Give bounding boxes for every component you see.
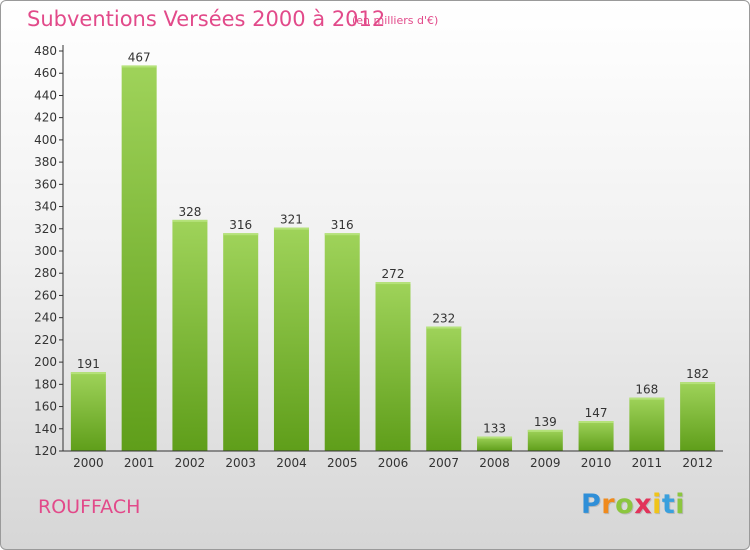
value-label: 133: [483, 422, 506, 436]
x-tick-label: 2009: [530, 456, 561, 470]
value-label: 139: [534, 415, 557, 429]
bar: [629, 397, 665, 451]
bar-highlight: [527, 429, 563, 432]
x-tick-label: 2010: [581, 456, 612, 470]
y-tick-label: 300: [34, 244, 57, 258]
y-tick-label: 360: [34, 177, 57, 191]
axes-group: 2000 2001 2002 2003 2004 2005 2006 2007 2008 2009…: [34, 44, 723, 470]
y-tick-label: 480: [34, 44, 57, 58]
bar: [121, 65, 157, 451]
y-tick-label: 140: [34, 422, 57, 436]
bar-highlight: [477, 436, 513, 439]
y-tick-label: 380: [34, 155, 57, 169]
chart-title: Subventions Versées 2000 à 2012: [27, 7, 386, 31]
value-label: 467: [128, 50, 151, 64]
value-label: 168: [635, 383, 658, 397]
value-label: 321: [280, 213, 303, 227]
value-label: 316: [331, 218, 354, 232]
x-tick-label: 2003: [225, 456, 256, 470]
x-tick-label: 2011: [632, 456, 663, 470]
value-label: 328: [178, 205, 201, 219]
value-label: 316: [229, 218, 252, 232]
value-label: 191: [77, 357, 100, 371]
bar-highlight: [629, 397, 665, 400]
y-tick-label: 180: [34, 377, 57, 391]
y-tick-label: 420: [34, 111, 57, 125]
logo-letter: o: [615, 489, 635, 520]
logo-letter: r: [601, 489, 616, 520]
x-tick-label: 2012: [682, 456, 713, 470]
x-tick-label: 2000: [73, 456, 104, 470]
bar-highlight: [680, 382, 716, 385]
bar-highlight: [375, 282, 411, 285]
logo-letter: i: [652, 489, 662, 520]
logo-letter: x: [634, 489, 653, 520]
bar-highlight: [578, 421, 614, 423]
logo-letter: P: [581, 489, 602, 520]
y-tick-label: 160: [34, 400, 57, 414]
bar: [324, 233, 360, 451]
x-tick-label: 2004: [276, 456, 307, 470]
bar: [172, 219, 208, 451]
value-label: 147: [585, 406, 608, 420]
proxiti-logo: Proxiti: [581, 489, 685, 520]
y-tick-label: 260: [34, 288, 57, 302]
x-tick-label: 2001: [124, 456, 155, 470]
bar: [680, 382, 716, 451]
logo-letter: t: [661, 489, 676, 520]
y-tick-label: 120: [34, 444, 57, 458]
bar: [223, 233, 259, 451]
x-tick-label: 2006: [378, 456, 409, 470]
bar: [273, 227, 309, 451]
y-tick-label: 220: [34, 333, 57, 347]
bar: [578, 421, 614, 451]
bar-highlight: [172, 219, 208, 222]
bar-highlight: [223, 233, 259, 236]
bars-group: 191 467 328 316 321 316 272 232 133 139 147 168 182: [70, 50, 716, 451]
y-tick-label: 460: [34, 66, 57, 80]
bar: [375, 282, 411, 451]
value-label: 182: [686, 367, 709, 381]
y-tick-label: 440: [34, 88, 57, 102]
y-tick-label: 240: [34, 311, 57, 325]
y-tick-label: 340: [34, 200, 57, 214]
unit-label: (en milliers d'€): [352, 14, 439, 27]
x-tick-label: 2005: [327, 456, 358, 470]
x-tick-label: 2002: [175, 456, 206, 470]
bar-highlight: [273, 227, 309, 230]
y-tick-label: 400: [34, 133, 57, 147]
logo-letter: i: [675, 489, 686, 520]
value-label: 272: [382, 267, 405, 281]
value-label: 232: [432, 312, 455, 326]
bar-highlight: [70, 372, 106, 375]
y-tick-label: 200: [34, 355, 57, 369]
bar: [426, 326, 462, 451]
y-tick-label: 320: [34, 222, 57, 236]
bar: [527, 429, 563, 451]
x-tick-label: 2007: [428, 456, 459, 470]
city-name: ROUFFACH: [38, 496, 141, 518]
bar: [477, 436, 513, 451]
bar-highlight: [426, 326, 462, 329]
bar: [70, 372, 106, 451]
x-tick-label: 2008: [479, 456, 510, 470]
bar-highlight: [121, 65, 157, 68]
bar-highlight: [324, 233, 360, 236]
y-tick-label: 280: [34, 266, 57, 280]
